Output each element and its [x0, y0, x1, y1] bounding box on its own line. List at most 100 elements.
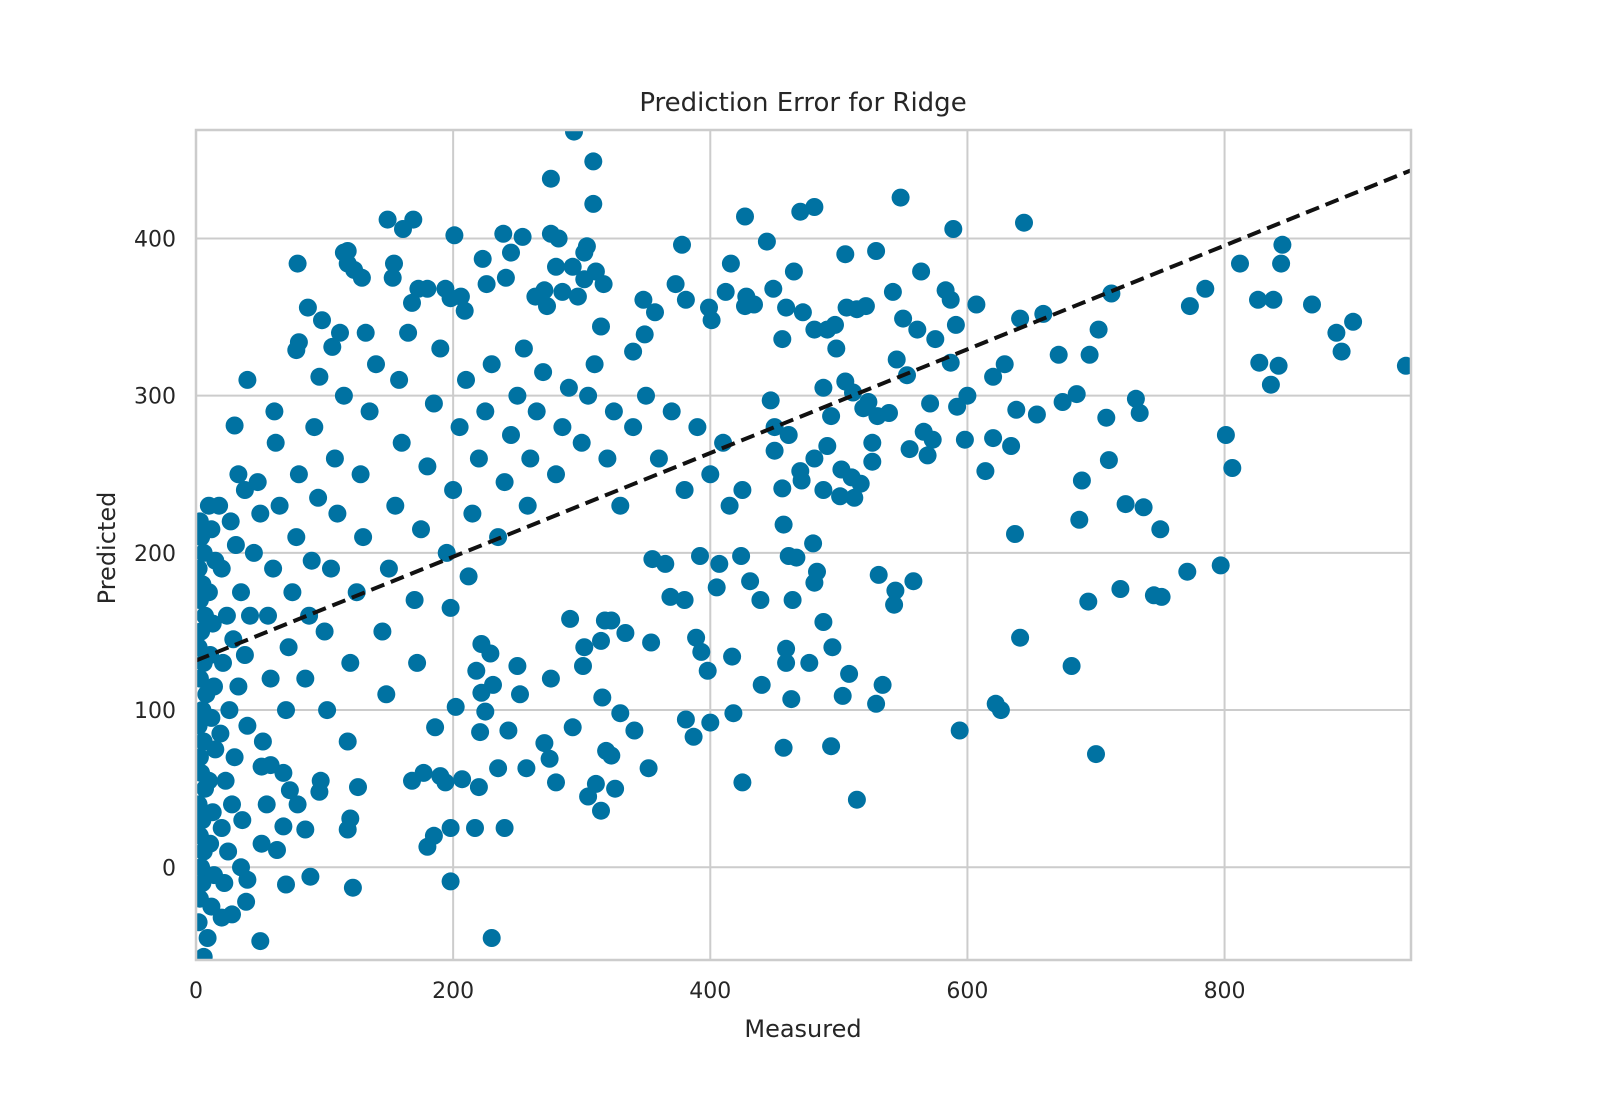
data-point [251, 504, 270, 523]
data-point [847, 790, 866, 809]
data-point [296, 820, 315, 839]
data-point [538, 297, 556, 316]
data-point [235, 646, 254, 664]
data-point [469, 449, 488, 468]
data-point [403, 293, 421, 312]
data-point [950, 721, 969, 740]
data-point [691, 547, 709, 565]
data-point [549, 229, 568, 248]
data-point [451, 287, 470, 306]
data-point [489, 759, 508, 778]
data-point [774, 515, 793, 534]
data-point [561, 609, 580, 628]
data-point [1272, 254, 1291, 273]
data-point [349, 778, 367, 797]
data-point [338, 820, 357, 839]
data-point [827, 339, 846, 358]
data-point [676, 290, 695, 309]
data-point [1134, 498, 1153, 517]
data-point [459, 567, 478, 586]
x-tick-label: 600 [946, 979, 988, 1004]
data-point [270, 496, 289, 515]
data-point [547, 257, 565, 276]
data-point [266, 433, 285, 452]
data-point [1099, 451, 1118, 470]
data-point [511, 685, 529, 704]
data-point [418, 837, 437, 856]
data-point [302, 551, 321, 570]
plot-area [196, 130, 1411, 960]
data-point [791, 202, 810, 221]
data-point [666, 275, 685, 294]
data-point [1089, 320, 1108, 339]
data-point [495, 819, 514, 837]
data-point [805, 573, 824, 592]
data-point [436, 773, 455, 792]
data-point [219, 842, 238, 861]
data-point [833, 686, 852, 705]
data-point [214, 653, 232, 672]
data-point [277, 701, 295, 720]
data-point [867, 694, 886, 713]
data-point [540, 749, 559, 768]
data-point [259, 606, 277, 625]
data-point [602, 746, 621, 765]
data-point [1332, 342, 1351, 361]
x-tick-label: 0 [189, 979, 203, 1004]
data-point [1211, 556, 1230, 575]
grid [195, 130, 1411, 960]
data-point [1344, 312, 1363, 331]
data-point [761, 391, 780, 410]
data-point [315, 622, 334, 641]
chart-title: Prediction Error for Ridge [639, 88, 966, 118]
data-point [955, 430, 974, 449]
data-point [508, 386, 527, 405]
data-point [437, 543, 456, 562]
x-tick-labels: 0 200 400 600 800 [189, 979, 1246, 1004]
data-point [471, 723, 490, 742]
data-point [1062, 657, 1081, 675]
data-point [624, 342, 643, 361]
data-point [684, 727, 703, 746]
data-point [575, 638, 594, 657]
data-point [592, 801, 610, 820]
data-point [779, 426, 798, 444]
data-point [946, 315, 965, 334]
data-point [702, 311, 721, 330]
data-point [211, 724, 230, 743]
data-point [606, 779, 625, 798]
data-point [894, 309, 913, 328]
data-point [203, 614, 222, 633]
data-point [1152, 587, 1171, 606]
data-point [287, 341, 306, 360]
data-point [268, 841, 286, 859]
data-point [804, 534, 823, 553]
data-point [341, 653, 360, 672]
data-point [408, 653, 427, 672]
data-point [661, 587, 680, 606]
data-point [991, 701, 1010, 720]
x-tick-label: 200 [432, 979, 474, 1004]
data-point [467, 661, 486, 680]
data-point [1053, 393, 1072, 411]
data-point [426, 718, 445, 737]
data-point [547, 465, 565, 484]
data-point [967, 295, 986, 314]
data-point [224, 630, 243, 649]
data-point [856, 297, 875, 316]
data-point [649, 449, 668, 468]
data-point [354, 528, 373, 547]
data-point [1151, 520, 1170, 539]
data-point [774, 738, 793, 757]
data-point [625, 721, 644, 740]
data-point [818, 437, 837, 455]
data-point [309, 488, 328, 507]
data-point [409, 279, 428, 298]
data-point [482, 929, 501, 947]
data-point [923, 430, 942, 449]
data-point [477, 275, 496, 294]
data-point [1027, 405, 1046, 424]
data-point [1011, 309, 1030, 328]
data-point [1273, 235, 1292, 254]
